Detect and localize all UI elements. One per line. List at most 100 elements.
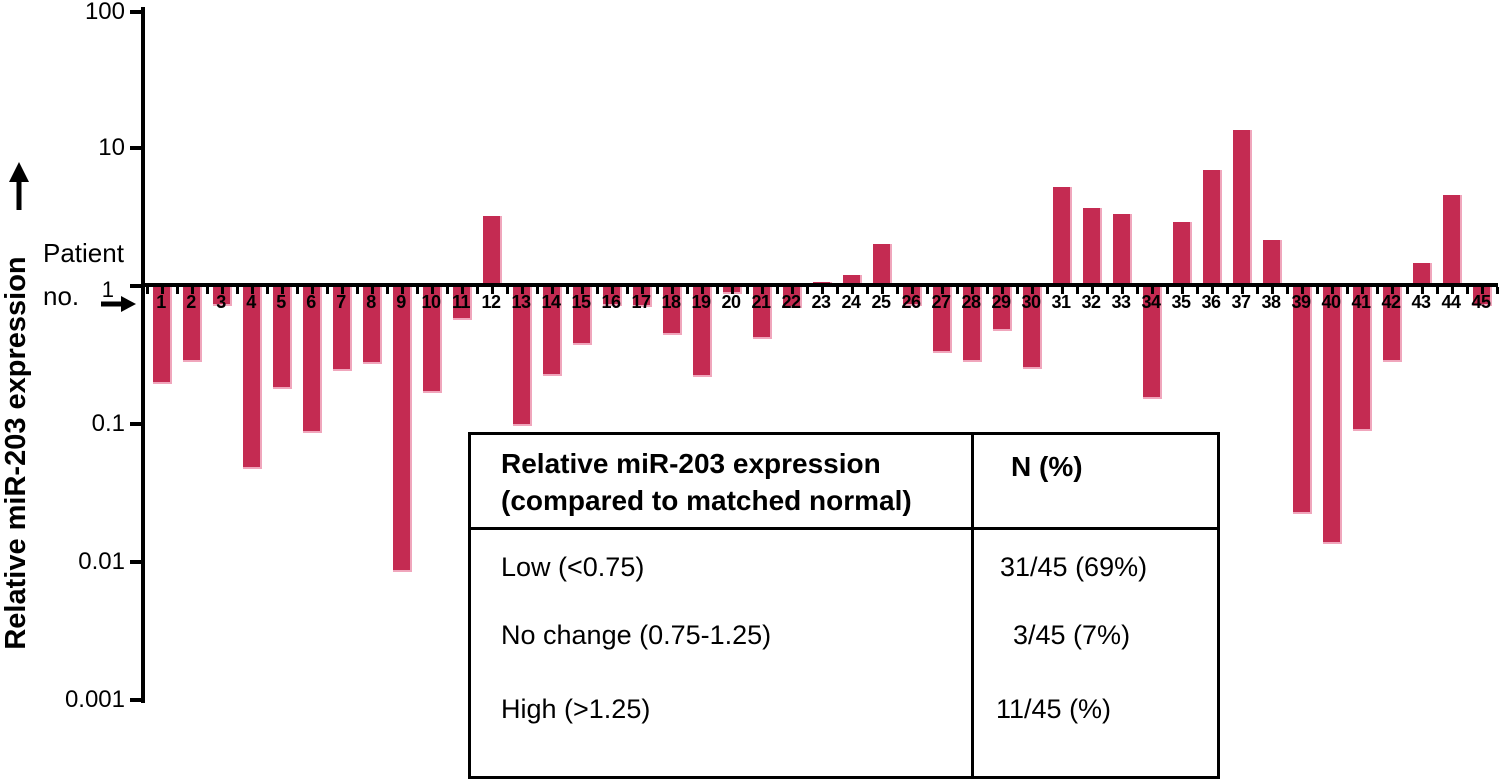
- bar-patient-16: [602, 287, 622, 307]
- x-axis-tick: [221, 287, 224, 294]
- x-axis-tick: [716, 287, 719, 294]
- x-tick-label-45: 45: [1471, 292, 1491, 312]
- x-axis-title-line1: Patient: [43, 238, 124, 268]
- x-axis-tick: [401, 287, 404, 294]
- x-tick-label-31: 31: [1051, 292, 1071, 312]
- x-axis-tick: [566, 287, 569, 294]
- x-axis-tick: [851, 287, 854, 294]
- bar-patient-10: [422, 287, 442, 394]
- x-tick-label-2: 2: [186, 292, 196, 312]
- x-tick-label-18: 18: [661, 292, 681, 312]
- bar-patient-36: [1202, 170, 1222, 283]
- table-row-nochange-label: No change (0.75-1.25): [501, 620, 772, 650]
- x-axis-tick: [1346, 287, 1349, 294]
- x-axis-tick: [941, 287, 944, 294]
- bar-patient-3: [212, 287, 232, 307]
- x-tick-label-32: 32: [1081, 292, 1101, 312]
- bar-patient-43: [1412, 262, 1432, 283]
- bar-patient-13: [512, 287, 532, 426]
- x-tick-label-24: 24: [841, 292, 861, 312]
- table-row-nochange-value: 3/45 (7%): [1013, 620, 1131, 650]
- bar-patient-4: [242, 287, 262, 469]
- x-tick-label-13: 13: [511, 292, 531, 312]
- x-axis-tick: [1271, 287, 1274, 294]
- x-tick-label-22: 22: [781, 292, 801, 312]
- x-axis-tick: [596, 287, 599, 294]
- y-axis-tick: [130, 698, 142, 702]
- x-axis-tick: [656, 287, 659, 294]
- x-axis-tick: [1331, 287, 1334, 294]
- bar-patient-15: [572, 287, 592, 346]
- bar-patient-14: [542, 287, 562, 377]
- x-axis-tick: [731, 287, 734, 294]
- table-row-low-label: Low (<0.75): [501, 552, 645, 582]
- x-axis-tick: [686, 287, 689, 294]
- x-axis-tick: [476, 287, 479, 294]
- table-header-divider: [471, 527, 1217, 530]
- x-axis-tick: [1496, 287, 1499, 294]
- y-axis-tick: [130, 146, 142, 150]
- x-axis-title-line2: no.: [43, 281, 80, 311]
- x-tick-label-17: 17: [631, 292, 651, 312]
- x-axis-tick: [1196, 287, 1199, 294]
- y-axis-tick: [130, 284, 142, 288]
- bar-patient-30: [1022, 287, 1042, 369]
- x-axis-tick: [776, 287, 779, 294]
- bar-patient-6: [302, 287, 322, 433]
- x-tick-label-8: 8: [366, 292, 376, 312]
- x-axis-tick: [836, 287, 839, 294]
- x-axis-tick: [551, 287, 554, 294]
- x-axis-tick: [1241, 287, 1244, 294]
- table-header-col1-line1: Relative miR-203 expression: [501, 448, 881, 479]
- x-tick-label-33: 33: [1111, 292, 1131, 312]
- x-axis-tick: [266, 287, 269, 294]
- x-axis-tick: [761, 287, 764, 294]
- bar-patient-1: [152, 287, 172, 385]
- x-tick-label-28: 28: [961, 292, 981, 312]
- x-axis-tick: [431, 287, 434, 294]
- bar-patient-44: [1442, 194, 1462, 283]
- x-axis-tick: [1151, 287, 1154, 294]
- bar-patient-26: [902, 287, 922, 307]
- x-axis-tick: [1316, 287, 1319, 294]
- table-row-low-value: 31/45 (69%): [1000, 552, 1148, 582]
- bar-patient-23: [812, 281, 832, 284]
- x-axis-tick: [176, 287, 179, 294]
- x-tick-label-38: 38: [1261, 292, 1281, 312]
- x-axis-tick: [641, 287, 644, 294]
- x-axis-tick: [311, 287, 314, 294]
- x-axis-tick: [1106, 287, 1109, 294]
- bar-patient-25: [872, 244, 892, 283]
- x-axis-tick: [146, 287, 149, 294]
- bar-patient-34: [1142, 287, 1162, 399]
- x-axis-tick: [1421, 287, 1424, 294]
- x-axis-tick: [1121, 287, 1124, 294]
- x-axis-tick: [881, 287, 884, 294]
- x-axis-tick: [356, 287, 359, 294]
- table-header-col2: N (%): [1011, 451, 1083, 482]
- y-axis-line: [141, 7, 145, 703]
- x-axis-tick: [1391, 287, 1394, 294]
- x-axis-tick: [1031, 287, 1034, 294]
- x-axis-tick: [161, 287, 164, 294]
- bar-patient-8: [362, 287, 382, 365]
- x-tick-label-21: 21: [751, 292, 771, 312]
- x-axis-tick: [1406, 287, 1409, 294]
- x-axis-tick: [251, 287, 254, 294]
- bar-patient-45: [1472, 287, 1492, 307]
- x-axis-tick: [416, 287, 419, 294]
- table-header-col1-line2: (compared to matched normal): [501, 485, 912, 516]
- x-tick-label-44: 44: [1441, 292, 1461, 312]
- x-axis-tick: [821, 287, 824, 294]
- x-axis-tick: [386, 287, 389, 294]
- x-axis-tick: [506, 287, 509, 294]
- x-tick-label-3: 3: [216, 292, 226, 312]
- bar-patient-33: [1112, 214, 1132, 283]
- x-axis-tick: [701, 287, 704, 294]
- y-axis-tick: [130, 560, 142, 564]
- bar-patient-19: [692, 287, 712, 378]
- x-axis-tick: [1451, 287, 1454, 294]
- x-axis-tick: [671, 287, 674, 294]
- bar-patient-21: [752, 287, 772, 339]
- x-axis-tick: [326, 287, 329, 294]
